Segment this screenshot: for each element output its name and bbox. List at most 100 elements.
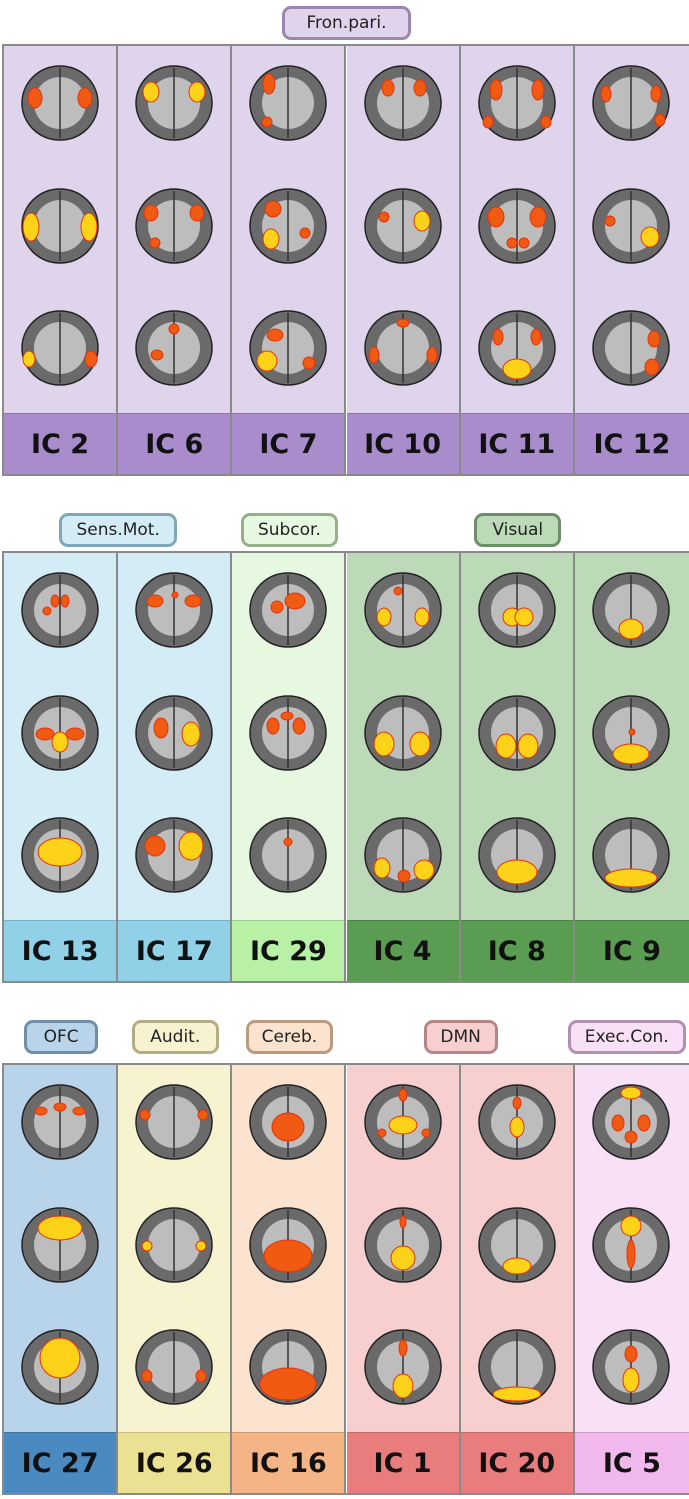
activation-blob [530,328,542,346]
brain-slice [358,309,448,391]
brain-slice [243,816,333,898]
brain-slice [358,1328,448,1410]
activation-blob [482,115,494,129]
brain-slice [129,64,219,146]
activation-blob [259,1367,317,1401]
activation-blob [22,350,36,368]
activation-blob [280,711,294,721]
activation-blob [84,350,98,368]
activation-blob [377,1128,387,1138]
component-label: IC 20 [460,1432,573,1493]
brain-slice [472,1083,562,1165]
activation-blob [266,717,280,735]
activation-blob [512,1096,522,1110]
activation-blob [506,237,518,249]
activation-blob [299,227,311,239]
activation-blob [392,1373,414,1399]
component-label: IC 13 [4,920,117,981]
activation-blob [517,733,539,759]
activation-blob [256,350,278,372]
activation-blob [502,358,532,380]
network-group-label: OFC [24,1020,99,1054]
component-label: IC 29 [232,920,345,981]
activation-blob [421,1128,431,1138]
network-group-label: Visual [474,513,562,547]
brain-slice [472,187,562,269]
activation-blob [141,1240,153,1252]
activation-blob [640,226,660,248]
component-column: IC 12 [574,46,689,474]
component-column: IC 10 [346,46,461,474]
brain-slice [243,1206,333,1288]
activation-blob [518,237,530,249]
activation-blob [80,212,98,242]
brain-slice [586,816,676,898]
brain-slice [472,64,562,146]
component-column: IC 2 [4,46,119,474]
brain-slice [586,1083,676,1165]
component-column: IC 29 [232,553,347,981]
activation-blob [492,328,504,346]
activation-blob [149,237,161,249]
activation-blob [60,594,70,608]
component-label: IC 10 [346,413,459,474]
activation-blob [376,607,392,627]
brain-slice [472,1206,562,1288]
activation-blob [139,1109,151,1121]
activation-blob [262,228,280,250]
activation-blob [618,618,644,640]
network-group-label: Fron.pari. [282,6,411,40]
activation-blob [197,1109,209,1121]
activation-blob [378,211,390,223]
component-column: IC 11 [460,46,575,474]
component-label: IC 12 [574,413,689,474]
component-column: IC 17 [118,553,233,981]
activation-blob [502,1257,532,1275]
activation-blob [604,868,658,888]
activation-blob [409,731,431,757]
brain-slice [586,571,676,653]
brain-slice [586,187,676,269]
activation-blob [284,592,306,610]
component-column: IC 16 [232,1065,347,1493]
network-group-label: Subcor. [240,513,339,547]
brain-slice [586,694,676,776]
brain-slice [15,187,105,269]
activation-blob [373,731,395,757]
component-label: IC 1 [346,1432,459,1493]
activation-blob [195,1240,207,1252]
brain-slice [472,1328,562,1410]
activation-blob [398,1339,408,1357]
activation-blob [42,606,52,616]
activation-blob [397,869,411,883]
activation-blob [141,1369,153,1383]
activation-blob [611,1114,625,1132]
brain-slice [243,309,333,391]
component-column: IC 4 [346,553,461,981]
activation-blob [620,1215,642,1237]
activation-blob [37,1215,83,1241]
activation-blob [39,1337,81,1379]
component-row: IC 27 IC 26 IC 16 IC 1 IC 20 IC 5 [2,1063,689,1495]
component-column: IC 26 [118,1065,233,1493]
brain-slice [358,187,448,269]
activation-blob [184,594,202,608]
brain-slice [243,1328,333,1410]
component-column: IC 5 [574,1065,689,1493]
activation-blob [413,859,435,881]
brain-slice [243,1083,333,1165]
component-label: IC 5 [574,1432,689,1493]
activation-blob [626,1239,636,1269]
activation-blob [271,1112,305,1142]
activation-blob [399,1215,407,1229]
component-column: IC 6 [118,46,233,474]
brain-slice [15,1328,105,1410]
activation-blob [413,79,427,97]
brain-slice [586,64,676,146]
activation-blob [620,1086,642,1100]
brain-slice [472,816,562,898]
activation-blob [637,1114,651,1132]
activation-blob [514,607,534,627]
component-column: IC 1 [346,1065,461,1493]
activation-blob [414,607,430,627]
